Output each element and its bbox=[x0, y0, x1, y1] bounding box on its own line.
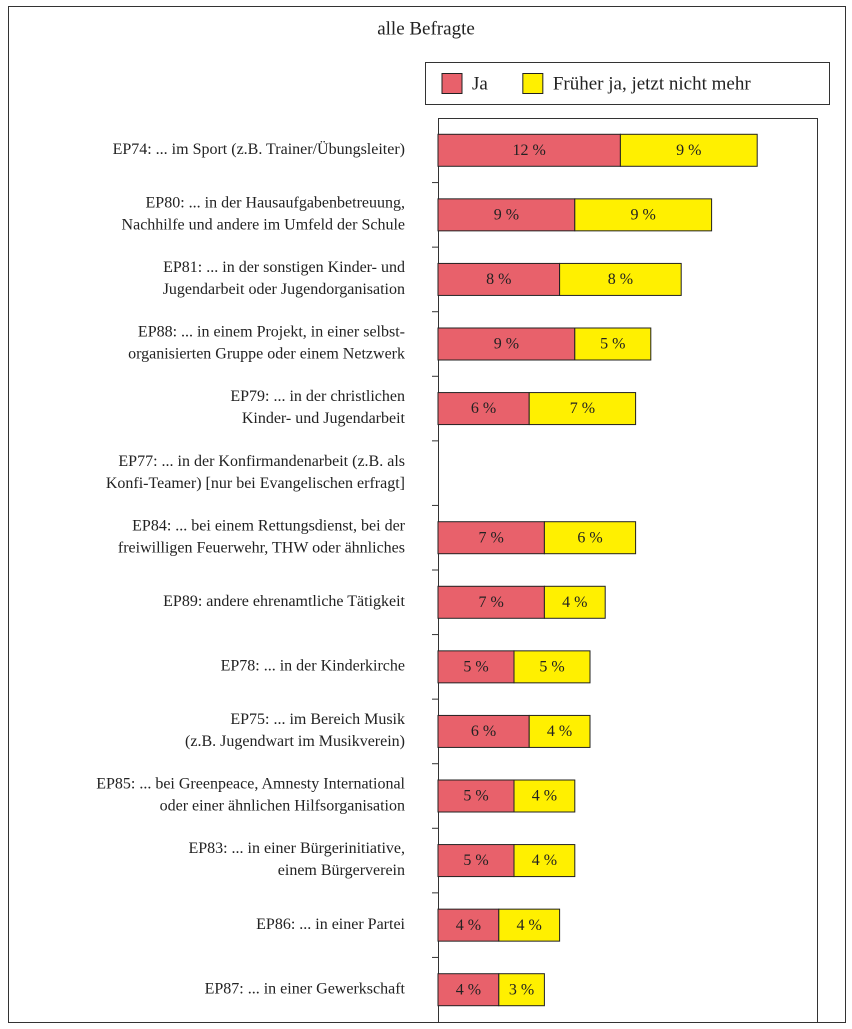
bar-segment bbox=[543, 585, 606, 619]
bar-segment bbox=[498, 973, 545, 1007]
legend-swatch bbox=[441, 73, 463, 94]
chart-title: alle Befragte bbox=[377, 18, 475, 39]
legend-box bbox=[425, 62, 830, 105]
y-tick-label: Jugendarbeit oder Jugendorganisation bbox=[163, 281, 405, 298]
value-label: 4 % bbox=[532, 788, 557, 805]
y-tick-label: Kinder- und Jugendarbeit bbox=[242, 410, 406, 427]
legend-label: Ja bbox=[472, 73, 488, 94]
value-label: 9 % bbox=[494, 336, 519, 353]
bar-segment bbox=[543, 521, 637, 555]
y-tick-label: oder einer ähnlichen Hilfsorganisation bbox=[160, 798, 405, 815]
value-label: 7 % bbox=[479, 594, 504, 611]
bar-segment bbox=[437, 521, 545, 555]
value-label: 5 % bbox=[463, 788, 488, 805]
y-tick-label: EP86: ... in einer Partei bbox=[256, 916, 405, 933]
y-tick-label: einem Bürgerverein bbox=[278, 862, 405, 879]
bar-segment bbox=[437, 198, 576, 232]
bar-segment bbox=[437, 327, 576, 361]
bar-segment bbox=[559, 262, 682, 296]
value-label: 7 % bbox=[570, 400, 595, 417]
y-tick-label: EP75: ... im Bereich Musik bbox=[230, 711, 405, 728]
value-label: 9 % bbox=[494, 207, 519, 224]
bar-segment bbox=[574, 198, 713, 232]
y-tick-label: EP79: ... in der christlichen bbox=[230, 388, 405, 405]
value-label: 4 % bbox=[517, 917, 542, 934]
bar-segment bbox=[437, 392, 530, 426]
value-label: 4 % bbox=[532, 852, 557, 869]
value-label: 9 % bbox=[631, 207, 656, 224]
y-tick-label: (z.B. Jugendwart im Musikverein) bbox=[185, 733, 405, 750]
value-label: 4 % bbox=[456, 917, 481, 934]
value-label: 8 % bbox=[608, 271, 633, 288]
value-label: 5 % bbox=[600, 336, 625, 353]
y-tick-label: Nachhilfe und andere im Umfeld der Schul… bbox=[122, 217, 405, 234]
legend-swatch bbox=[522, 73, 544, 94]
bar-segment bbox=[513, 779, 576, 813]
bar-segment bbox=[437, 973, 500, 1007]
y-tick-label: organisierten Gruppe oder einem Netzwerk bbox=[128, 346, 405, 363]
value-label: 4 % bbox=[547, 723, 572, 740]
value-label: 5 % bbox=[539, 659, 564, 676]
bar-segment bbox=[574, 327, 652, 361]
bar-segment bbox=[437, 133, 621, 167]
bar-segment bbox=[437, 650, 515, 684]
value-label: 6 % bbox=[471, 723, 496, 740]
y-tick-label: EP88: ... in einem Projekt, in einer sel… bbox=[138, 324, 405, 341]
value-label: 6 % bbox=[471, 400, 496, 417]
value-label: 6 % bbox=[577, 529, 602, 546]
value-label: 3 % bbox=[509, 981, 534, 998]
bar-segment bbox=[528, 392, 637, 426]
y-tick-label: EP84: ... bei einem Rettungsdienst, bei … bbox=[132, 517, 406, 534]
value-label: 9 % bbox=[676, 142, 701, 159]
bar-segment bbox=[513, 844, 576, 878]
y-tick-label: EP80: ... in der Hausaufgabenbetreuung, bbox=[146, 195, 405, 212]
y-tick-label: EP87: ... in einer Gewerkschaft bbox=[205, 980, 406, 997]
value-label: 7 % bbox=[479, 529, 504, 546]
y-tick-label: EP77: ... in der Konfirmandenarbeit (z.B… bbox=[118, 453, 405, 470]
value-label: 5 % bbox=[463, 852, 488, 869]
value-label: 8 % bbox=[486, 271, 511, 288]
y-tick-label: EP89: andere ehrenamtliche Tätigkeit bbox=[163, 593, 405, 610]
bar-segment bbox=[498, 908, 561, 942]
value-label: 12 % bbox=[513, 142, 546, 159]
y-tick-label: EP85: ... bei Greenpeace, Amnesty Intern… bbox=[96, 776, 405, 793]
frame bbox=[8, 6, 846, 1023]
bar-segment bbox=[528, 714, 591, 748]
value-label: 4 % bbox=[562, 594, 587, 611]
value-label: 5 % bbox=[463, 659, 488, 676]
bar-segment bbox=[437, 844, 515, 878]
bar-segment bbox=[619, 133, 758, 167]
y-tick-label: EP74: ... im Sport (z.B. Trainer/Übungsl… bbox=[113, 140, 405, 158]
bar-segment bbox=[437, 908, 500, 942]
bar-segment bbox=[513, 650, 591, 684]
value-label: 4 % bbox=[456, 981, 481, 998]
bar-segment bbox=[437, 779, 515, 813]
y-tick-label: freiwilligen Feuerwehr, THW oder ähnlich… bbox=[118, 539, 405, 556]
y-tick-label: EP81: ... in der sonstigen Kinder- und bbox=[163, 259, 405, 276]
legend-label: Früher ja, jetzt nicht mehr bbox=[553, 73, 752, 94]
y-tick-label: EP83: ... in einer Bürgerinitiative, bbox=[188, 840, 405, 857]
y-tick-label: EP78: ... in der Kinderkirche bbox=[221, 658, 405, 675]
y-tick-label: Konfi-Teamer) [nur bei Evangelischen erf… bbox=[106, 475, 405, 492]
bar-segment bbox=[437, 262, 561, 296]
